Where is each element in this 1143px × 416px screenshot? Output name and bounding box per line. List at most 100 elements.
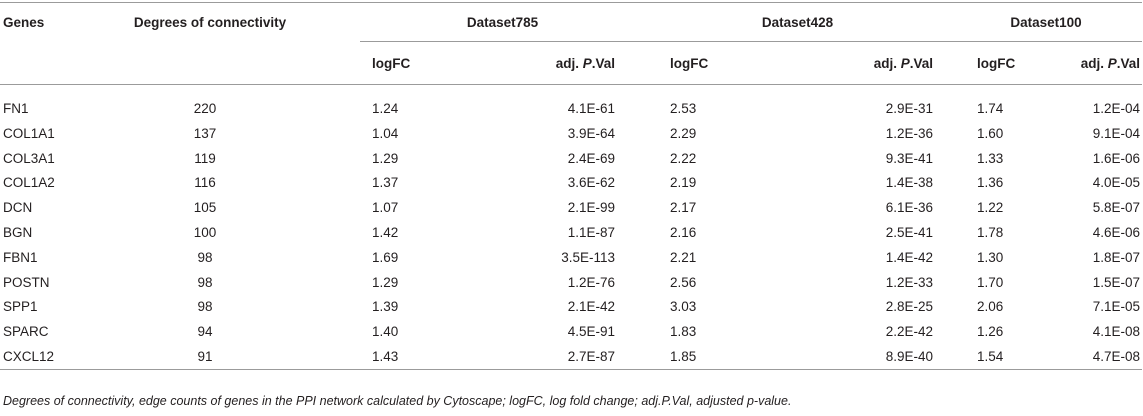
cell-logfc-785: 1.04 — [372, 125, 399, 141]
cell-adj-785: 3.5E-113 — [561, 249, 616, 265]
cell-logfc-428: 2.29 — [670, 125, 697, 141]
cell-degree: 98 — [197, 274, 213, 290]
cell-gene: COL1A1 — [3, 125, 55, 141]
cell-degree: 220 — [193, 100, 217, 116]
header-adj-428: adj. P.Val — [873, 55, 934, 71]
gene-table: Genes Degrees of connectivity Dataset785… — [0, 2, 1143, 370]
cell-adj-785: 2.1E-42 — [567, 299, 616, 315]
cell-logfc-100: 1.74 — [977, 100, 1004, 116]
cell-logfc-785: 1.24 — [372, 100, 399, 116]
cell-degree: 98 — [197, 299, 213, 315]
cell-adj-428: 6.1E-36 — [885, 200, 934, 216]
cell-adj-428: 2.8E-25 — [885, 299, 934, 315]
cell-logfc-100: 1.54 — [977, 349, 1004, 365]
cell-logfc-428: 3.03 — [670, 299, 697, 315]
cell-degree: 98 — [197, 249, 213, 265]
header-adj-100: adj. P.Val — [1080, 55, 1141, 71]
table-row: FN1 220 1.24 4.1E-61 2.53 2.9E-31 1.74 1.2E-04 — [0, 85, 1142, 122]
cell-logfc-785: 1.43 — [372, 349, 399, 365]
cell-adj-785: 1.2E-76 — [567, 274, 616, 290]
cell-adj-100: 4.6E-06 — [1092, 225, 1141, 241]
cell-logfc-428: 2.22 — [670, 150, 697, 166]
table-footnote: Degrees of connectivity, edge counts of … — [3, 394, 792, 408]
cell-adj-428: 1.4E-38 — [885, 175, 934, 191]
header-empty-1 — [0, 42, 120, 85]
cell-logfc-100: 1.30 — [977, 249, 1004, 265]
cell-adj-100: 1.5E-07 — [1092, 274, 1141, 290]
header-genes: Genes — [3, 14, 45, 30]
cell-adj-100: 4.1E-08 — [1092, 324, 1141, 340]
cell-logfc-785: 1.29 — [372, 150, 399, 166]
cell-adj-100: 7.1E-05 — [1092, 299, 1141, 315]
cell-gene: COL1A2 — [3, 175, 55, 191]
cell-logfc-100: 1.78 — [977, 225, 1004, 241]
cell-adj-785: 2.7E-87 — [567, 349, 616, 365]
header-logfc-785: logFC — [372, 55, 411, 71]
table-row: DCN 105 1.07 2.1E-99 2.17 6.1E-36 1.22 5.8E-07 — [0, 195, 1142, 220]
cell-adj-785: 3.6E-62 — [567, 175, 616, 191]
header-row-2: logFC adj. P.Val logFC adj. P.Val logFC … — [0, 42, 1143, 85]
header-logfc-428: logFC — [670, 55, 709, 71]
cell-degree: 105 — [193, 200, 217, 216]
cell-logfc-100: 1.33 — [977, 150, 1004, 166]
cell-logfc-785: 1.07 — [372, 200, 399, 216]
cell-gene: SPP1 — [3, 299, 38, 315]
cell-adj-428: 8.9E-40 — [885, 349, 934, 365]
table-row: COL1A1 137 1.04 3.9E-64 2.29 1.2E-36 1.60 9.1E-… — [0, 121, 1142, 146]
cell-logfc-785: 1.29 — [372, 274, 399, 290]
cell-logfc-100: 2.06 — [977, 299, 1004, 315]
cell-adj-100: 1.8E-07 — [1092, 249, 1141, 265]
cell-gene: SPARC — [3, 324, 49, 340]
cell-logfc-100: 1.36 — [977, 175, 1004, 191]
table-row: CXCL12 91 1.43 2.7E-87 1.85 8.9E-40 1.54 4.7E-0… — [0, 344, 1143, 370]
cell-adj-785: 3.9E-64 — [567, 125, 616, 141]
cell-adj-100: 4.0E-05 — [1092, 175, 1141, 191]
cell-adj-428: 2.2E-42 — [885, 324, 934, 340]
cell-adj-785: 1.1E-87 — [567, 225, 616, 241]
table-body: FN1 220 1.24 4.1E-61 2.53 2.9E-31 1.74 1.2E-04 C… — [0, 85, 1143, 370]
cell-adj-100: 9.1E-04 — [1092, 125, 1141, 141]
cell-gene: BGN — [3, 225, 33, 241]
header-degrees: Degrees of connectivity — [133, 14, 287, 30]
cell-logfc-428: 2.19 — [670, 175, 697, 191]
cell-degree: 119 — [194, 150, 216, 166]
cell-logfc-785: 1.40 — [372, 324, 399, 340]
header-empty-2 — [120, 42, 360, 85]
table-row: SPP1 98 1.39 2.1E-42 3.03 2.8E-25 2.06 7.1E-05 — [0, 295, 1142, 320]
cell-logfc-428: 1.83 — [670, 324, 697, 340]
table-row: POSTN 98 1.29 1.2E-76 2.56 1.2E-33 1.70 1.5E-07 — [0, 270, 1142, 295]
table-row: FBN1 98 1.69 3.5E-113 2.21 1.4E-42 1.30 1.8E-07 — [0, 245, 1142, 270]
cell-degree: 91 — [197, 349, 213, 365]
table-row: BGN 100 1.42 1.1E-87 2.16 2.5E-41 1.78 4.6E-06 — [0, 220, 1142, 245]
cell-degree: 94 — [197, 324, 213, 340]
cell-logfc-428: 2.53 — [670, 100, 697, 116]
cell-logfc-428: 1.85 — [670, 349, 697, 365]
table-row: SPARC 94 1.40 4.5E-91 1.83 2.2E-42 1.26 4.1E-08 — [0, 319, 1142, 344]
cell-adj-100: 1.2E-04 — [1092, 100, 1141, 116]
cell-adj-428: 2.5E-41 — [885, 225, 934, 241]
cell-adj-428: 2.9E-31 — [885, 100, 934, 116]
cell-logfc-428: 2.56 — [670, 274, 697, 290]
header-dataset-428: Dataset428 — [645, 2, 951, 42]
header-dataset-100: Dataset100 — [950, 2, 1143, 42]
cell-adj-100: 5.8E-07 — [1092, 200, 1141, 216]
cell-adj-785: 2.1E-99 — [567, 200, 616, 216]
cell-logfc-785: 1.69 — [372, 249, 399, 265]
cell-adj-100: 4.7E-08 — [1092, 349, 1141, 365]
table-row: COL3A1 119 1.29 2.4E-69 2.22 9.3E-41 1.33 1.6E-… — [0, 146, 1142, 171]
cell-gene: FN1 — [3, 100, 29, 116]
cell-logfc-100: 1.26 — [977, 324, 1004, 340]
cell-logfc-100: 1.60 — [977, 125, 1004, 141]
cell-gene: FBN1 — [3, 249, 38, 265]
cell-degree: 137 — [193, 125, 217, 141]
cell-logfc-100: 1.70 — [977, 274, 1004, 290]
header-logfc-100: logFC — [977, 55, 1016, 71]
cell-adj-785: 4.1E-61 — [567, 100, 616, 116]
cell-gene: CXCL12 — [3, 349, 55, 365]
cell-logfc-100: 1.22 — [977, 200, 1004, 216]
cell-adj-428: 1.4E-42 — [885, 249, 934, 265]
header-dataset-785: Dataset785 — [360, 2, 646, 42]
cell-logfc-428: 2.17 — [670, 200, 697, 216]
cell-adj-785: 2.4E-69 — [567, 150, 616, 166]
cell-logfc-785: 1.37 — [372, 175, 399, 191]
